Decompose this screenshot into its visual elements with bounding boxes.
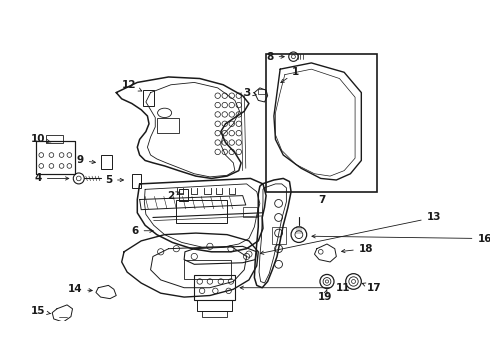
Bar (36, 141, 75, 174)
Bar (176, 199, 227, 223)
Bar (194, 275, 235, 300)
Bar (179, 189, 188, 201)
Text: 8: 8 (267, 52, 284, 62)
Bar (272, 227, 286, 244)
Bar (184, 260, 231, 279)
Text: 1: 1 (281, 67, 299, 83)
Text: 3: 3 (243, 87, 256, 98)
Bar (143, 90, 154, 106)
Bar (132, 174, 141, 188)
Text: 9: 9 (77, 156, 96, 166)
Text: 5: 5 (105, 175, 123, 185)
Text: 16: 16 (312, 234, 490, 244)
Bar (266, 54, 377, 193)
Bar (36, 141, 75, 174)
Bar (157, 118, 179, 133)
Bar (46, 135, 63, 143)
Text: 2: 2 (167, 190, 180, 201)
Text: 11: 11 (240, 283, 350, 293)
Text: 4: 4 (34, 174, 69, 184)
Text: 14: 14 (68, 284, 92, 294)
Text: 10: 10 (31, 134, 51, 144)
Text: 12: 12 (122, 80, 142, 91)
Bar (202, 311, 227, 318)
Text: 19: 19 (318, 289, 332, 302)
Bar (258, 89, 265, 94)
Text: 13: 13 (260, 212, 441, 255)
Text: 15: 15 (31, 306, 51, 316)
Text: 18: 18 (342, 244, 373, 254)
Bar (243, 207, 257, 217)
Text: 7: 7 (318, 194, 326, 204)
Bar (100, 155, 112, 169)
Bar (197, 300, 232, 311)
Text: 6: 6 (131, 226, 153, 236)
Text: 17: 17 (362, 283, 381, 293)
